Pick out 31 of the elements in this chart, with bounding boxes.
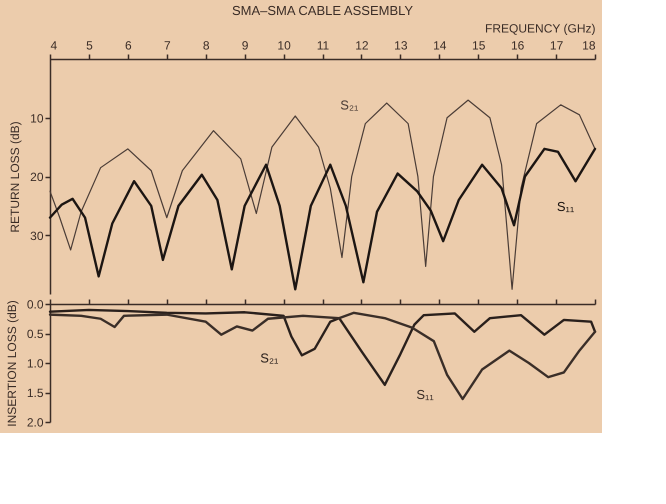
y-tick-label: 20 xyxy=(30,170,44,184)
x-tick-label: 16 xyxy=(510,38,525,52)
x-tick-label: 6 xyxy=(125,38,132,52)
x-tick-label: 18 xyxy=(582,38,596,52)
x-axis-title: FREQUENCY (GHz) xyxy=(485,22,596,36)
y-tick-label: 0.0 xyxy=(26,298,44,312)
x-tick-label: 4 xyxy=(50,38,58,52)
x-tick-label: 7 xyxy=(164,38,171,52)
y-tick-label: 1.5 xyxy=(26,386,44,400)
y-tick-label: 1.0 xyxy=(26,356,44,370)
series-label: S₂₁ xyxy=(260,350,280,366)
x-tick-label: 13 xyxy=(394,38,408,52)
y-tick-label: 10 xyxy=(30,111,44,126)
y-axis-title: RETURN LOSS (dB) xyxy=(8,121,22,233)
x-tick-label: 10 xyxy=(277,38,292,52)
series-label: S₁₁ xyxy=(416,386,434,402)
x-tick-label: 15 xyxy=(472,38,486,52)
series-label: S₁₁ xyxy=(556,199,575,214)
series-label: S₂₁ xyxy=(340,98,359,113)
chart-title: SMA–SMA CABLE ASSEMBLY xyxy=(232,3,414,18)
y-tick-label: 2.0 xyxy=(26,416,44,430)
y-axis-title: INSERTION LOSS (dB) xyxy=(4,300,19,427)
x-tick-label: 11 xyxy=(316,38,330,52)
x-tick-label: 17 xyxy=(550,38,564,52)
x-tick-label: 8 xyxy=(202,38,210,52)
x-tick-label: 9 xyxy=(242,38,249,52)
y-tick-label: 0.5 xyxy=(26,327,44,341)
x-tick-label: 14 xyxy=(433,38,447,52)
x-tick-label: 12 xyxy=(355,38,369,52)
y-tick-label: 30 xyxy=(30,228,44,243)
x-tick-label: 5 xyxy=(86,38,94,52)
